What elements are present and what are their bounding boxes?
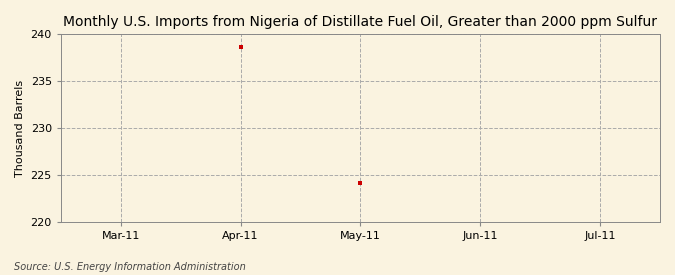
Title: Monthly U.S. Imports from Nigeria of Distillate Fuel Oil, Greater than 2000 ppm : Monthly U.S. Imports from Nigeria of Dis… xyxy=(63,15,657,29)
Y-axis label: Thousand Barrels: Thousand Barrels xyxy=(15,79,25,177)
Text: Source: U.S. Energy Information Administration: Source: U.S. Energy Information Administ… xyxy=(14,262,245,272)
